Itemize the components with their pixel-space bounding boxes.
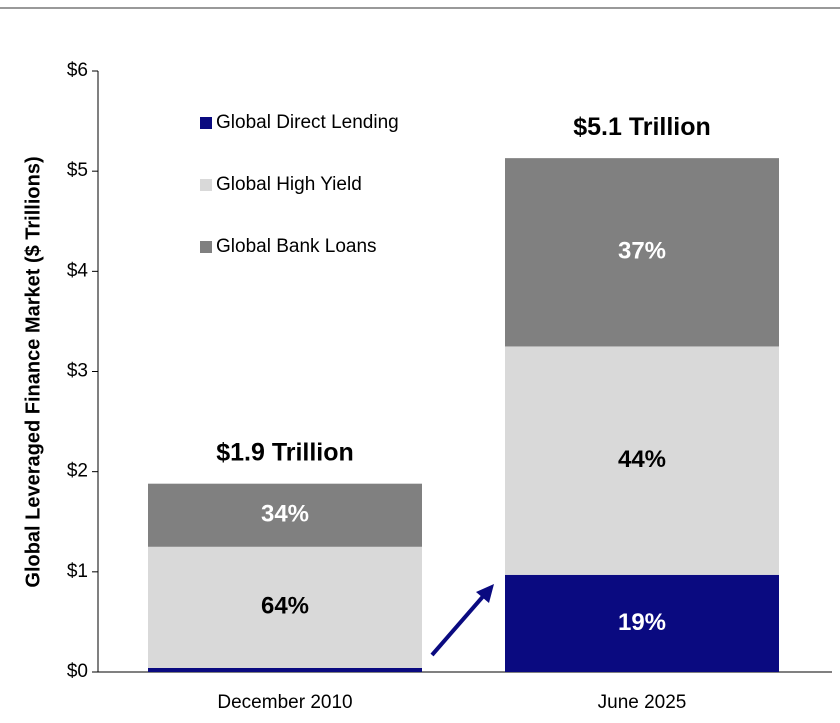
legend-label: Global High Yield bbox=[216, 174, 362, 195]
share-label: 64% bbox=[261, 593, 309, 620]
bar-segment bbox=[148, 483, 422, 547]
legend-swatch bbox=[200, 179, 212, 191]
bar-segment bbox=[505, 574, 779, 672]
share-label: 19% bbox=[618, 609, 666, 636]
y-tick-label: $6 bbox=[67, 60, 88, 81]
legend-label: Global Bank Loans bbox=[216, 236, 377, 257]
legend-swatch bbox=[200, 117, 212, 129]
y-tick-label: $0 bbox=[67, 661, 88, 682]
x-tick-label: December 2010 bbox=[217, 692, 352, 713]
legend-label: Global Direct Lending bbox=[216, 112, 399, 133]
share-label: 34% bbox=[261, 501, 309, 528]
y-tick-label: $5 bbox=[67, 160, 88, 181]
y-tick-label: $4 bbox=[67, 260, 89, 281]
growth-arrow bbox=[430, 591, 488, 657]
bar-segment bbox=[505, 346, 779, 575]
y-axis-label: Global Leveraged Finance Market ($ Trill… bbox=[22, 156, 44, 587]
share-label: 44% bbox=[618, 446, 666, 473]
total-label: $1.9 Trillion bbox=[216, 438, 354, 466]
bar-segment bbox=[505, 158, 779, 347]
bar-segment bbox=[148, 546, 422, 668]
growth-arrow-head bbox=[476, 584, 494, 603]
share-label: 37% bbox=[618, 238, 666, 265]
total-label: $5.1 Trillion bbox=[573, 113, 711, 141]
x-tick-label: June 2025 bbox=[598, 692, 687, 713]
y-tick-label: $3 bbox=[67, 361, 88, 382]
y-tick-label: $2 bbox=[67, 461, 88, 482]
bar-segment bbox=[148, 667, 422, 672]
legend-swatch bbox=[200, 241, 212, 253]
y-tick-label: $1 bbox=[67, 561, 88, 582]
